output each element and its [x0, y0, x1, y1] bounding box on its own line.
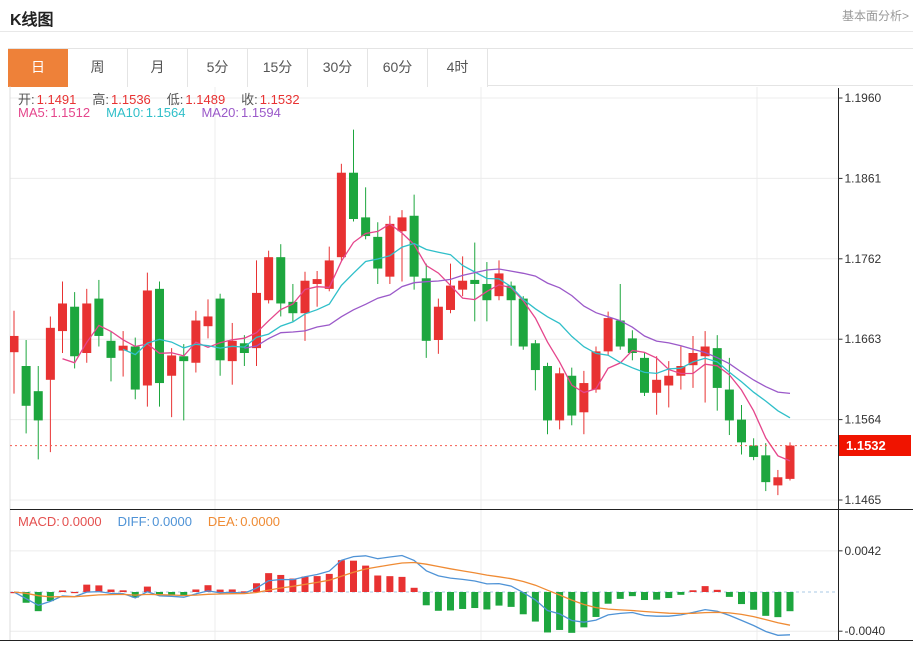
- legend_macd-value: 0.0000: [240, 514, 281, 529]
- tab-4时[interactable]: 4时: [428, 49, 488, 87]
- legend_ma-label: MA10:: [106, 105, 144, 120]
- legend_ohlc-label: 低:: [166, 92, 184, 107]
- legend_ohlc-item: 收: 1.1532: [241, 89, 299, 108]
- legend_macd-value: 0.0000: [152, 514, 192, 529]
- tab-5分[interactable]: 5分: [188, 49, 248, 87]
- tab-周[interactable]: 周: [68, 49, 128, 87]
- legend_macd-label: MACD:: [18, 514, 60, 529]
- legend_ohlc-item: 低: 1.1489: [167, 89, 225, 108]
- axis-tick-label: 1.1663: [845, 332, 882, 346]
- legend_macd-item: DEA: 0.0000: [208, 514, 280, 529]
- axis-tick-label: 1.1564: [845, 413, 882, 427]
- axis-tick-label: 1.1762: [845, 252, 882, 266]
- legend_ma-item: MA10: 1.1564: [106, 105, 185, 120]
- tab-60分[interactable]: 60分: [368, 49, 428, 87]
- legend_macd-label: DIFF:: [117, 514, 151, 529]
- legend_ohlc-value: 1.1491: [36, 92, 77, 107]
- legend_ohlc-item: 高: 1.1536: [92, 89, 150, 108]
- legend_ohlc-value: 1.1489: [185, 92, 226, 107]
- legend_ma-value: 1.1564: [145, 105, 186, 120]
- tab-日[interactable]: 日: [8, 49, 68, 87]
- axis-tick-label: 1.1861: [845, 171, 882, 185]
- macd-legend: MACD: 0.0000 DIFF: 0.0000 DEA: 0.0000: [18, 514, 280, 529]
- legend_ma-value: 1.1512: [50, 105, 91, 120]
- legend_ohlc-label: 高:: [92, 92, 110, 107]
- legend_macd-label: DEA:: [207, 514, 239, 529]
- legend_ohlc-value: 1.1532: [259, 92, 300, 107]
- tab-月[interactable]: 月: [128, 49, 188, 87]
- title-divider: [0, 31, 913, 32]
- legend_ma-item: MA20: 1.1594: [201, 105, 280, 120]
- tab-15分[interactable]: 15分: [248, 49, 308, 87]
- axis-tick-label: 0.0042: [845, 544, 882, 558]
- legend_macd-item: DIFF: 0.0000: [118, 514, 192, 529]
- legend_macd-value: 0.0000: [61, 514, 102, 529]
- ma-legend: MA5: 1.1512 MA10: 1.1564 MA20: 1.1594: [18, 105, 281, 120]
- page-title: K线图: [10, 12, 54, 29]
- fundamental-analysis-link[interactable]: 基本面分析>: [841, 9, 909, 23]
- legend_ohlc-item: 开: 1.1491: [18, 89, 76, 108]
- legend_ohlc-label: 收:: [241, 92, 258, 107]
- axis-tick-label: 1.1465: [845, 493, 882, 507]
- legend_macd-item: MACD: 0.0000: [18, 514, 102, 529]
- legend_ma-item: MA5: 1.1512: [18, 105, 90, 120]
- kline-chart-surface[interactable]: 1.1960 1.1861 1.1762 1.1663 1.1564 1.1465 0.00…: [0, 86, 913, 645]
- legend_ohlc-value: 1.1536: [111, 92, 151, 107]
- current-price-tag: 1.1532: [839, 435, 911, 457]
- legend_ma-value: 1.1594: [241, 105, 281, 120]
- legend_ohlc-label: 开:: [18, 92, 35, 107]
- axis-tick-label: 1.1960: [845, 91, 882, 105]
- axis-tick-label: -0.0040: [845, 624, 886, 638]
- tab-30分[interactable]: 30分: [308, 49, 368, 87]
- legend_ma-label: MA5:: [18, 105, 49, 120]
- legend_ma-label: MA20:: [201, 105, 240, 120]
- timeframe-tabbar: 日周月 5分 15分 30分 60分 4时: [8, 48, 913, 87]
- ohlc-legend: 开: 1.1491 高: 1.1536 低: 1.1489 收: 1.1532: [18, 89, 300, 108]
